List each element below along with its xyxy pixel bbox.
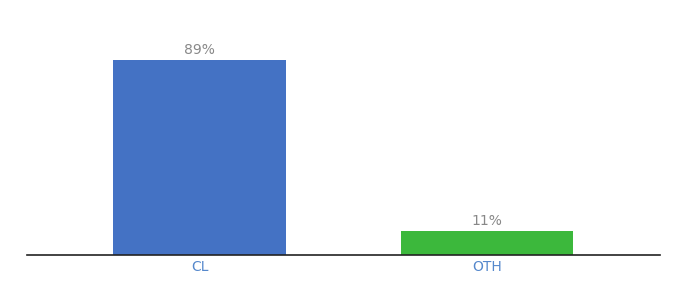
Bar [114,60,286,255]
Text: 89%: 89% [184,43,215,57]
Text: 11%: 11% [472,214,503,228]
Bar [401,231,573,255]
